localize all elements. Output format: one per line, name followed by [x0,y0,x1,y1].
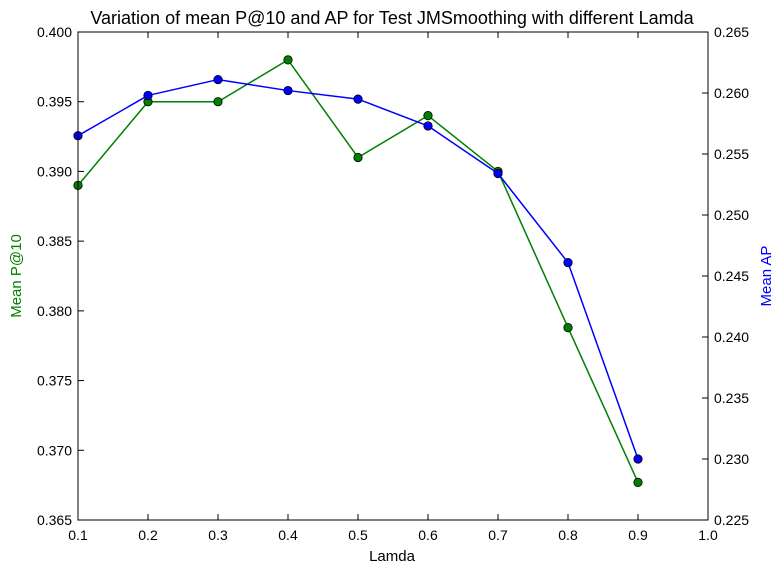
y-right-tick-label: 0.250 [714,207,749,223]
data-point-mean-ap [633,454,643,464]
y-right-tick-label: 0.235 [714,390,749,406]
y-right-tick-label: 0.225 [714,512,749,528]
data-point-mean-ap [493,168,503,179]
y-left-tick-label: 0.390 [37,163,72,179]
y-left-tick-label: 0.385 [37,233,72,249]
y-right-tick-label: 0.230 [714,451,749,467]
y-left-tick-label: 0.370 [37,442,72,458]
x-tick-label: 0.4 [278,527,298,543]
y-left-tick-label: 0.400 [37,24,72,40]
x-tick-label: 0.7 [488,527,508,543]
chart-title: Variation of mean P@10 and AP for Test J… [90,8,694,28]
y-right-tick-label: 0.255 [714,146,749,162]
data-point-mean-ap [283,85,293,96]
data-point-mean-ap [423,121,433,131]
y-left-axis-label: Mean P@10 [8,234,25,318]
y-right-tick-label: 0.265 [714,24,749,40]
data-point-mean-ap [143,90,153,101]
y-right-tick-label: 0.245 [714,268,749,284]
plot-area [73,55,643,487]
y-right-axis-label: Mean AP [758,246,775,307]
data-point-mean-ap [213,74,223,85]
x-tick-label: 0.1 [68,527,88,543]
y-left-tick-label: 0.365 [37,512,72,528]
y-right-tick-label: 0.240 [714,329,749,345]
data-point-mean-p-10 [563,322,573,333]
data-point-mean-ap [353,94,363,104]
data-point-mean-p-10 [353,152,363,163]
data-point-mean-ap [563,257,573,268]
x-axis-label: Lamda [369,548,416,565]
data-point-mean-p-10 [213,97,223,107]
y-left-tick-label: 0.375 [37,373,72,389]
data-point-mean-p-10 [423,111,433,121]
data-point-mean-p-10 [283,55,293,65]
axes-layer: 0.1 0.2 0.3 0.4 0.5 0.6 0.7 0.8 0.9 1.0 0.365 0.370… [37,24,749,543]
y-left-tick-label: 0.395 [37,94,72,110]
x-tick-label: 0.9 [628,527,648,543]
x-tick-label: 1.0 [698,527,718,543]
x-tick-label: 0.2 [138,527,158,543]
x-tick-label: 0.3 [208,527,228,543]
x-tick-label: 0.8 [558,527,578,543]
y-left-tick-label: 0.380 [37,303,72,319]
x-tick-label: 0.6 [418,527,438,543]
data-point-mean-p-10 [633,477,643,487]
x-tick-label: 0.5 [348,527,368,543]
y-right-tick-label: 0.260 [714,85,749,101]
